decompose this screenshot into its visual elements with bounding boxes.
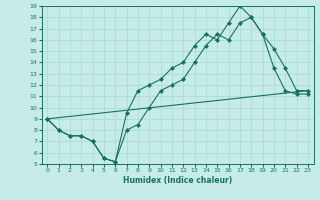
- X-axis label: Humidex (Indice chaleur): Humidex (Indice chaleur): [123, 176, 232, 185]
